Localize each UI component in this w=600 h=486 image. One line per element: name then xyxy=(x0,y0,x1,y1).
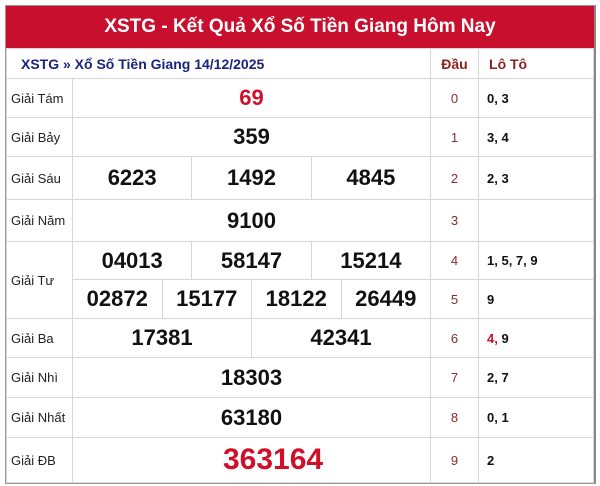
prize-number: 18303 xyxy=(220,364,283,390)
loto-cell: 2, 3 xyxy=(478,156,594,200)
loto-cell: 2, 7 xyxy=(478,357,594,398)
loto-cell: 2 xyxy=(478,437,594,483)
prize-label: Giải Sáu xyxy=(6,156,73,200)
dau-header: Đầu xyxy=(430,48,480,79)
prize-label: Giải Tám xyxy=(6,78,73,118)
prize-row-4a: Giải Tư 04013 58147 15214 4 1, 5, 7, 9 xyxy=(6,241,594,319)
prize-row-3: Giải Ba 17381 42341 6 4, 9 xyxy=(6,318,594,358)
prize-row-6: Giải Sáu 6223 1492 4845 2 2, 3 xyxy=(6,156,594,200)
prize-row-4b: 02872 15177 18122 26449 5 9 xyxy=(7,279,594,319)
dau-cell: 9 xyxy=(430,437,480,483)
prize-row-5: Giải Năm 9100 3 xyxy=(6,199,594,242)
prize-label: Giải Năm xyxy=(6,199,73,242)
results-table: XSTG » Xổ Số Tiền Giang 14/12/2025 Đầu L… xyxy=(5,48,594,483)
dau-cell: 8 xyxy=(430,397,480,438)
prize-number: 359 xyxy=(233,124,270,149)
prize-number: 04013 xyxy=(101,247,163,273)
prize-row-special: Giải ĐB 363164 9 2 xyxy=(6,437,594,483)
loto-cell: 0, 1 xyxy=(478,397,594,438)
loto-cell: 1, 5, 7, 9 xyxy=(478,241,594,280)
loto-cell xyxy=(478,199,594,242)
dau-cell: 3 xyxy=(430,199,480,242)
prize-label: Giải Ba xyxy=(6,318,73,358)
loto-highlight: 4, xyxy=(487,330,498,346)
dau-cell: 5 xyxy=(430,279,480,319)
prize-number: 42341 xyxy=(251,319,430,357)
breadcrumb-link[interactable]: XSTG » Xổ Số Tiền Giang 14/12/2025 xyxy=(5,48,432,79)
prize-number: 58147 xyxy=(191,242,310,279)
prize-row-1: Giải Nhất 63180 8 0, 1 xyxy=(6,397,594,438)
prize-number: 02872 xyxy=(86,286,148,311)
loto-cell: 0, 3 xyxy=(478,78,594,118)
prize-label: Giải ĐB xyxy=(6,437,73,483)
prize-number: 18122 xyxy=(251,280,341,318)
prize-number: 1492 xyxy=(191,157,310,199)
loto-cell: 4, 9 xyxy=(478,318,594,358)
prize-number: 6223 xyxy=(107,165,157,190)
dau-cell: 0 xyxy=(430,78,480,118)
prize-number: 26449 xyxy=(340,280,431,318)
prize-label: Giải Nhì xyxy=(6,357,73,398)
loto-header: Lô Tô xyxy=(478,48,594,79)
special-prize-number: 363164 xyxy=(223,443,324,476)
loto-tail: 9 xyxy=(497,330,509,346)
dau-cell: 1 xyxy=(430,117,480,157)
prize-number: 15177 xyxy=(161,280,252,318)
prize-label: Giải Tư xyxy=(6,241,73,319)
dau-cell: 4 xyxy=(430,241,480,280)
prize-label: Giải Nhất xyxy=(6,397,73,438)
prize-number: 9100 xyxy=(227,207,276,233)
loto-cell: 9 xyxy=(478,279,594,319)
dau-cell: 7 xyxy=(430,357,480,398)
dau-cell: 2 xyxy=(430,156,480,200)
prize-number: 4845 xyxy=(310,157,430,199)
loto-cell: 3, 4 xyxy=(478,117,594,157)
prize-row-2: Giải Nhì 18303 7 2, 7 xyxy=(6,357,594,398)
prize-number: 63180 xyxy=(220,404,283,430)
prize-row-8: Giải Tám 69 0 0, 3 xyxy=(6,78,594,118)
panel-title: XSTG - Kết Quả Xổ Số Tiền Giang Hôm Nay xyxy=(6,6,594,48)
prize-label: Giải Bảy xyxy=(6,117,73,157)
prize-number: 69 xyxy=(239,85,264,110)
dau-cell: 6 xyxy=(430,318,480,358)
prize-row-7: Giải Bảy 359 1 3, 4 xyxy=(6,117,594,157)
prize-number: 17381 xyxy=(131,325,193,350)
results-panel: XSTG - Kết Quả Xổ Số Tiền Giang Hôm Nay … xyxy=(5,5,596,484)
prize-number: 15214 xyxy=(310,242,430,279)
